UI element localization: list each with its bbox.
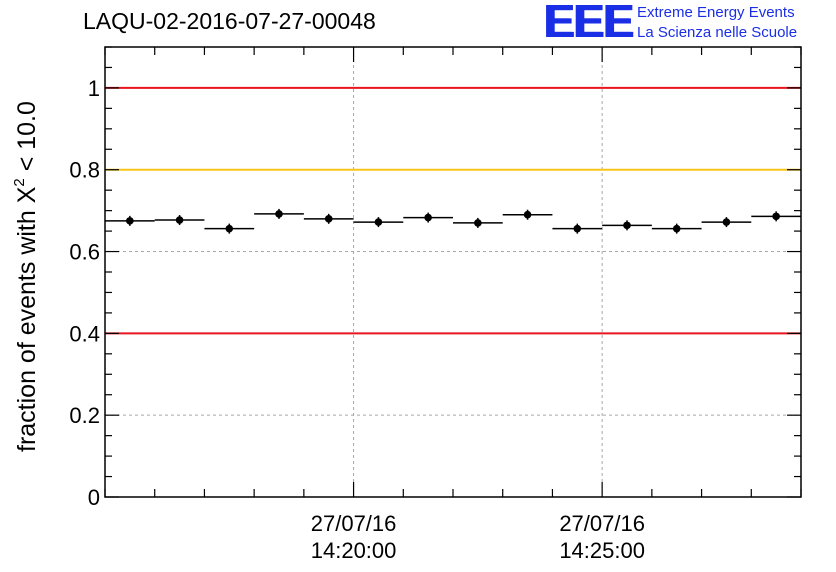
data-point bbox=[573, 224, 582, 233]
data-point bbox=[324, 215, 333, 223]
y-axis-title: fraction of events with X2 < 10.0 bbox=[11, 101, 41, 452]
data-point bbox=[424, 213, 432, 222]
grid bbox=[105, 47, 801, 497]
y-axis-title-suffix: < 10.0 bbox=[13, 101, 41, 178]
data-point bbox=[225, 224, 234, 233]
logo-line-2: La Scienza nelle Scuole bbox=[637, 24, 798, 41]
logo-line-1: Extreme Energy Events bbox=[637, 4, 795, 21]
data-point bbox=[772, 212, 780, 221]
y-tick-label: 0.2 bbox=[69, 403, 100, 428]
plot-title: LAQU-02-2016-07-27-00048 bbox=[83, 8, 376, 34]
axes: 00.20.40.60.8127/07/1614:20:0027/07/1614… bbox=[69, 46, 802, 563]
reference-lines bbox=[105, 86, 801, 335]
data-point bbox=[126, 217, 134, 225]
y-tick-label: 0.4 bbox=[69, 321, 100, 346]
y-axis-title-superscript: 2 bbox=[11, 178, 28, 186]
logo-letters: EEE bbox=[543, 0, 633, 47]
data-point bbox=[523, 210, 532, 219]
y-axis-title-main: fraction of events with X bbox=[13, 186, 41, 452]
y-tick-label: 0.6 bbox=[69, 240, 100, 265]
x-tick-label-date: 27/07/16 bbox=[311, 511, 397, 536]
data-point bbox=[722, 218, 731, 226]
data-point bbox=[374, 218, 383, 226]
data-point bbox=[275, 210, 283, 218]
data-point bbox=[623, 221, 631, 230]
eee-logo: EEE Extreme Energy Events La Scienza nel… bbox=[543, 0, 833, 48]
x-tick-label-time: 14:25:00 bbox=[559, 538, 645, 563]
x-tick-label-date: 27/07/16 bbox=[559, 511, 645, 536]
data-point bbox=[474, 219, 482, 227]
data-points bbox=[105, 208, 801, 234]
data-point bbox=[175, 216, 184, 224]
x-tick-label-time: 14:20:00 bbox=[311, 538, 397, 563]
data-point bbox=[672, 224, 681, 233]
y-tick-label: 1 bbox=[88, 76, 100, 101]
plot-frame bbox=[104, 46, 802, 498]
y-tick-label: 0.8 bbox=[69, 158, 100, 183]
y-tick-label: 0 bbox=[88, 485, 100, 510]
